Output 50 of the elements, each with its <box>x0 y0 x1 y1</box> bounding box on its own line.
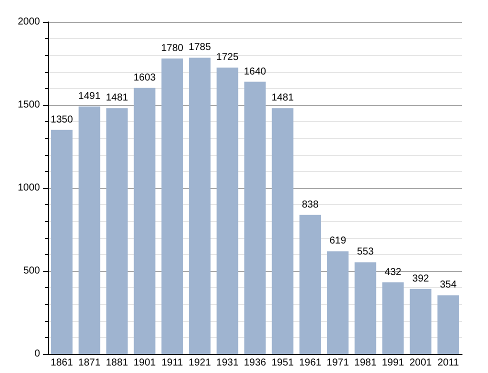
y-tick-label: 0 <box>34 348 40 360</box>
x-tick-label: 1971 <box>326 358 350 368</box>
x-tick-label: 1861 <box>50 358 74 368</box>
bar <box>272 108 294 354</box>
x-tick-label: 1871 <box>78 358 101 368</box>
bar <box>216 68 238 354</box>
bar <box>244 82 266 354</box>
x-tick-label: 1931 <box>216 358 239 368</box>
data-label: 1603 <box>133 72 156 84</box>
x-tick-label: 1951 <box>271 358 294 368</box>
bar <box>354 262 376 354</box>
x-tick-label: 1961 <box>299 358 322 368</box>
x-tick-label: 1981 <box>354 358 377 368</box>
y-tick-label: 500 <box>23 266 40 276</box>
bar <box>51 130 73 354</box>
data-label: 1350 <box>50 114 74 126</box>
data-label: 432 <box>384 266 402 278</box>
bar <box>189 58 211 354</box>
bar <box>437 295 459 354</box>
data-label: 1491 <box>78 90 101 102</box>
y-tick-label: 2000 <box>18 16 40 28</box>
x-tick-label: 1911 <box>161 358 184 368</box>
bar <box>134 88 156 354</box>
bar <box>382 282 404 354</box>
bar <box>106 108 128 354</box>
bar <box>299 214 321 354</box>
data-label: 838 <box>302 199 319 210</box>
bar <box>327 251 349 354</box>
data-label: 1640 <box>244 66 267 78</box>
bar <box>161 58 183 354</box>
y-tick-label: 1500 <box>18 100 40 110</box>
data-label: 619 <box>329 236 347 247</box>
data-label: 1785 <box>188 42 212 54</box>
data-label: 354 <box>440 280 457 291</box>
bar <box>410 288 432 354</box>
x-tick-label: 1936 <box>244 358 267 368</box>
data-label: 1481 <box>271 92 294 104</box>
x-tick-label: 2001 <box>409 358 432 368</box>
x-tick-label: 1881 <box>106 358 129 368</box>
data-label: 1780 <box>161 43 184 54</box>
x-tick-label: 1901 <box>133 358 156 368</box>
bar <box>78 106 100 354</box>
x-tick-label: 2011 <box>437 358 460 368</box>
data-label: 392 <box>412 273 430 284</box>
data-label: 553 <box>357 246 374 258</box>
x-tick-label: 1921 <box>188 358 212 368</box>
data-label: 1725 <box>216 52 239 64</box>
x-tick-label: 1991 <box>382 358 405 368</box>
y-tick-label: 1000 <box>18 182 40 194</box>
data-label: 1481 <box>106 92 129 104</box>
